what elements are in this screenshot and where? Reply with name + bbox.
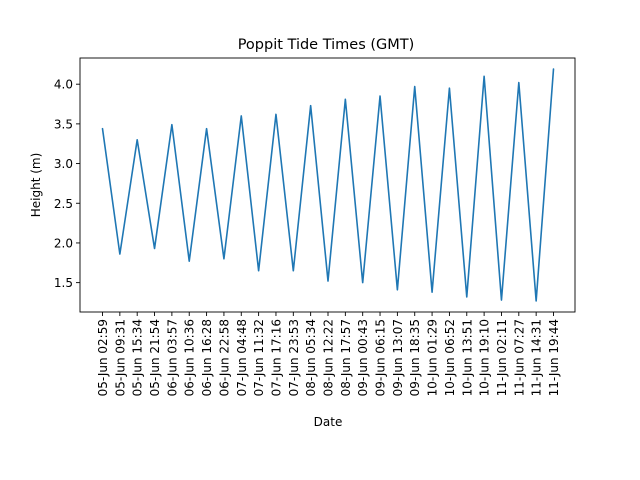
y-tick-label: 3.0 (54, 157, 73, 171)
data-point (327, 280, 329, 282)
x-tick-label: 10-Jun 13:51 (460, 319, 474, 396)
x-tick-label: 10-Jun 19:10 (478, 319, 492, 396)
x-tick-label: 06-Jun 16:28 (200, 319, 214, 396)
x-tick-label: 07-Jun 11:32 (252, 319, 266, 396)
data-point (431, 291, 433, 293)
data-point (206, 128, 208, 130)
data-point (240, 115, 242, 117)
plot-frame (79, 57, 576, 313)
data-point (188, 260, 190, 262)
data-point (275, 114, 277, 116)
x-tick-label: 07-Jun 17:16 (269, 319, 283, 396)
data-point (535, 300, 537, 302)
data-point (258, 270, 260, 272)
x-tick-label: 05-Jun 21:54 (148, 319, 162, 396)
data-point (223, 258, 225, 260)
y-tick-label: 1.5 (54, 276, 73, 290)
y-tick-label: 2.5 (54, 197, 73, 211)
data-point (102, 128, 104, 130)
x-axis-label: Date (314, 415, 343, 429)
x-tick-label: 08-Jun 05:34 (304, 319, 318, 396)
x-tick-label: 09-Jun 00:43 (356, 319, 370, 396)
data-point (293, 270, 295, 272)
x-tick-label: 08-Jun 12:22 (322, 319, 336, 396)
tide-height-line (101, 68, 555, 302)
data-point (414, 86, 416, 88)
data-point (379, 95, 381, 97)
x-tick-label: 10-Jun 06:52 (443, 319, 457, 396)
x-tick-label: 10-Jun 01:29 (426, 319, 440, 396)
x-tick-label: 07-Jun 04:48 (235, 319, 249, 396)
x-tick-label: 11-Jun 19:44 (547, 319, 561, 396)
data-point (310, 105, 312, 107)
data-point (483, 75, 485, 77)
data-point (501, 299, 503, 301)
x-tick-label: 06-Jun 03:57 (165, 319, 179, 396)
y-axis-label: Height (m) (29, 153, 43, 218)
data-point (171, 124, 173, 126)
data-point (553, 68, 555, 70)
x-tick-label: 07-Jun 23:53 (287, 319, 301, 396)
data-point (466, 296, 468, 298)
data-point (345, 98, 347, 100)
x-tick-label: 11-Jun 02:11 (495, 319, 509, 396)
data-point (518, 82, 520, 84)
x-tick-label: 09-Jun 06:15 (374, 319, 388, 396)
x-tick-label: 06-Jun 22:58 (217, 319, 231, 396)
x-tick-label: 09-Jun 18:35 (408, 319, 422, 396)
y-tick-label: 2.0 (54, 236, 73, 250)
data-point (136, 139, 138, 141)
x-tick-label: 08-Jun 17:57 (339, 319, 353, 396)
data-point (362, 282, 364, 284)
x-tick-label: 05-Jun 02:59 (96, 319, 110, 396)
data-point (397, 289, 399, 291)
x-tick-label: 06-Jun 10:36 (183, 319, 197, 396)
y-tick-label: 3.5 (54, 117, 73, 131)
chart-title: Poppit Tide Times (GMT) (238, 37, 415, 53)
data-point (449, 87, 451, 89)
x-tick-label: 05-Jun 15:34 (131, 319, 145, 396)
data-point (154, 248, 156, 250)
x-tick-label: 09-Jun 13:07 (391, 319, 405, 396)
x-tick-label: 11-Jun 07:27 (512, 319, 526, 396)
x-tick-label: 11-Jun 14:31 (530, 319, 544, 396)
y-tick-label: 4.0 (54, 78, 73, 92)
x-tick-label: 05-Jun 09:31 (113, 319, 127, 396)
data-point (119, 253, 121, 255)
